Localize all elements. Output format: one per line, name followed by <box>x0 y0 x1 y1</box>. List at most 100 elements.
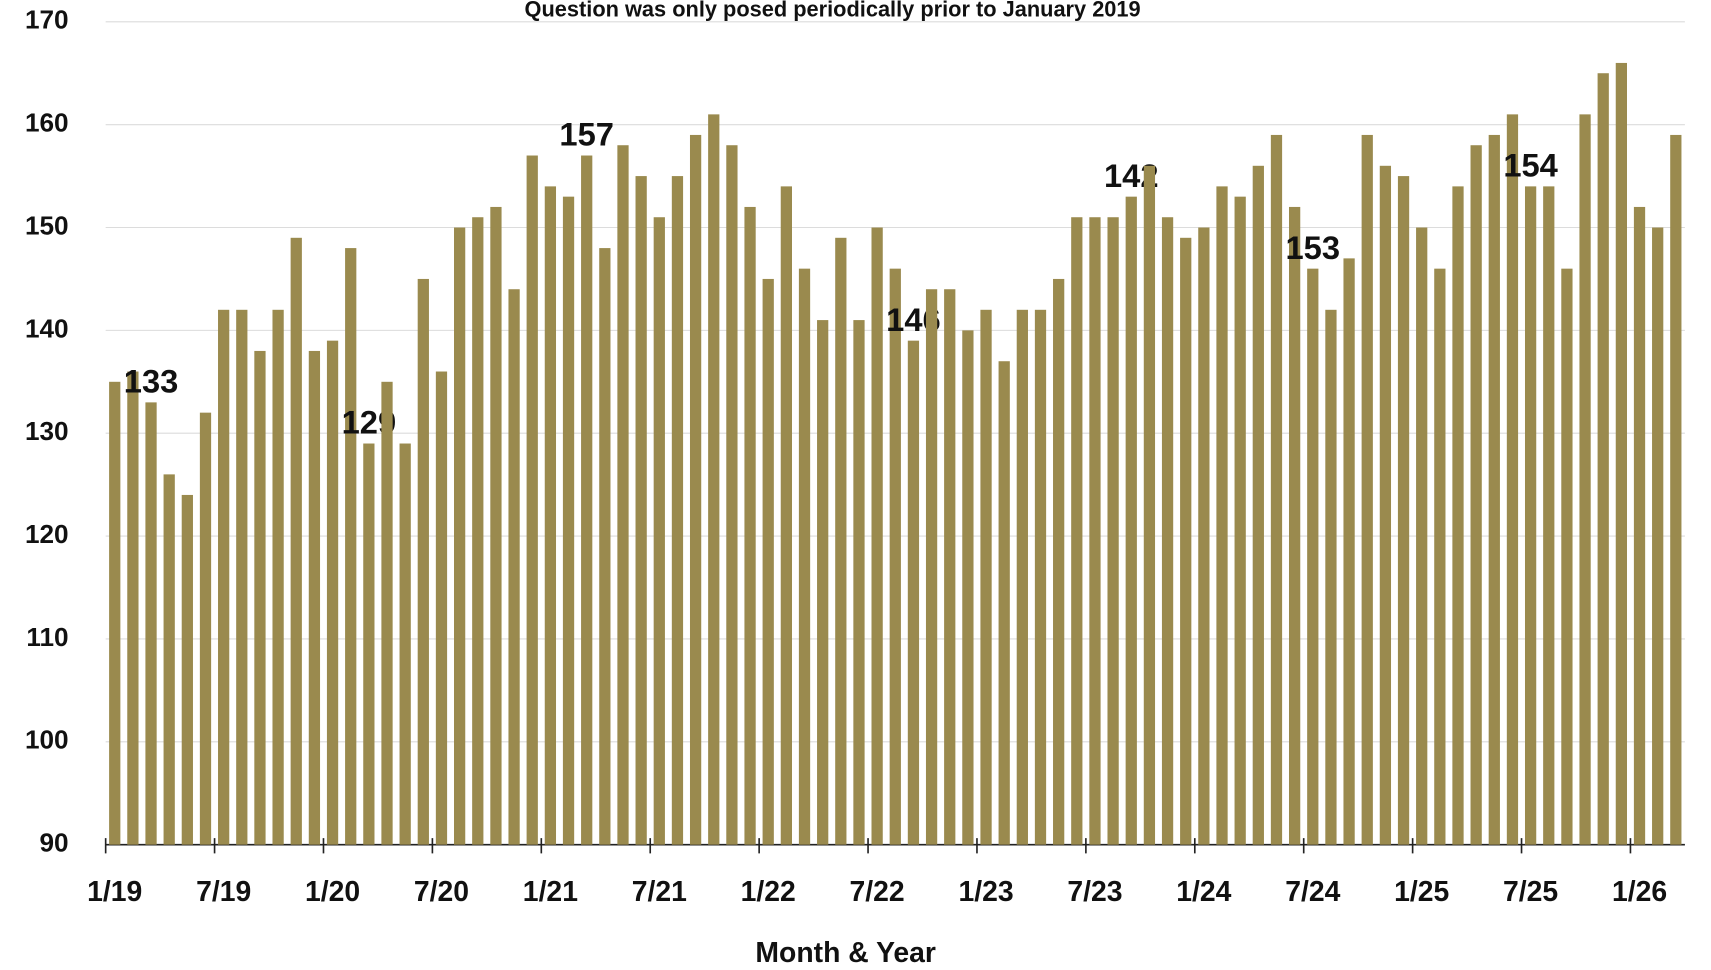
bar <box>1633 206 1646 845</box>
bar <box>998 361 1010 845</box>
x-tick-label: 1/22 <box>741 876 796 908</box>
bar <box>1107 217 1119 845</box>
bar <box>853 320 865 845</box>
bar <box>780 186 792 845</box>
bar <box>1071 217 1083 845</box>
bar <box>145 402 157 845</box>
bar <box>1143 165 1156 845</box>
bar <box>562 196 575 845</box>
bar <box>599 248 611 845</box>
bar <box>326 340 339 845</box>
bar <box>1597 73 1609 845</box>
bar <box>272 309 284 845</box>
bar <box>1379 165 1392 845</box>
bar <box>453 227 466 845</box>
bar <box>254 350 266 845</box>
bar <box>762 278 774 845</box>
bar <box>726 145 738 845</box>
bar <box>1361 134 1373 845</box>
bar <box>1397 176 1410 845</box>
bar <box>1343 258 1355 845</box>
bar <box>435 371 448 845</box>
y-tick-label: 140 <box>25 313 69 343</box>
x-tick-label: 1/24 <box>1176 876 1231 908</box>
y-tick-label: 100 <box>25 725 69 755</box>
bar <box>1252 165 1264 845</box>
bar <box>1434 268 1446 845</box>
bar <box>817 320 829 845</box>
bar <box>218 309 230 845</box>
bar <box>1561 268 1573 845</box>
y-tick-label: 170 <box>25 5 69 35</box>
data-label: 133 <box>124 362 179 399</box>
bar <box>308 350 321 845</box>
bar <box>1543 186 1555 845</box>
bar <box>490 206 502 845</box>
x-tick-label: 7/25 <box>1503 876 1558 908</box>
y-tick-label: 160 <box>25 108 69 138</box>
y-tick-label: 110 <box>26 622 68 652</box>
bar <box>617 145 629 845</box>
y-tick-label: 90 <box>40 828 69 858</box>
bar <box>1579 114 1591 845</box>
bar <box>1325 309 1337 845</box>
bar <box>1470 145 1482 845</box>
data-label: 157 <box>559 116 614 153</box>
x-tick-label: 7/19 <box>196 876 251 908</box>
bar <box>1125 196 1137 845</box>
bar <box>381 381 393 845</box>
bar <box>526 155 538 845</box>
bar <box>944 289 956 845</box>
y-tick-label: 120 <box>25 519 69 549</box>
bar <box>708 114 720 845</box>
bar <box>871 227 883 845</box>
bar <box>1670 134 1682 845</box>
bar <box>653 217 665 845</box>
bar <box>417 278 429 845</box>
bar <box>1416 227 1428 845</box>
bar <box>581 155 593 845</box>
bar <box>1270 134 1283 845</box>
bar <box>109 381 121 845</box>
bar <box>345 248 357 845</box>
bar <box>1016 309 1028 845</box>
bar <box>199 412 212 845</box>
x-tick-label: 1/23 <box>958 876 1013 908</box>
x-tick-label: 7/23 <box>1067 876 1122 908</box>
bar <box>472 217 484 845</box>
x-tick-label: 7/22 <box>850 876 905 908</box>
bar <box>127 371 139 845</box>
bar <box>1216 186 1228 845</box>
data-label: 154 <box>1503 146 1558 183</box>
bar <box>1488 134 1500 845</box>
bar <box>907 340 920 845</box>
bar <box>1506 114 1519 845</box>
x-tick-label: 1/21 <box>523 876 578 908</box>
bar <box>1615 62 1627 845</box>
bar <box>925 289 938 845</box>
bar <box>1289 206 1301 845</box>
bar <box>1089 217 1101 845</box>
x-tick-label: 1/19 <box>87 876 142 908</box>
bar <box>980 309 992 845</box>
bar <box>1053 278 1065 845</box>
bar <box>181 494 193 845</box>
bar <box>1524 186 1537 845</box>
bar <box>798 268 811 845</box>
x-tick-label: 7/21 <box>632 876 687 908</box>
bar <box>163 474 175 845</box>
bar <box>744 206 756 845</box>
x-tick-label: 7/24 <box>1285 876 1340 908</box>
bar <box>889 268 901 845</box>
bar <box>399 443 411 845</box>
bar <box>835 237 847 845</box>
x-axis-label: Month & Year <box>755 937 936 969</box>
bar <box>1234 196 1246 845</box>
data-label: 153 <box>1286 229 1341 266</box>
x-tick-label: 1/20 <box>305 876 360 908</box>
chart-title: Question was only posed periodically pri… <box>525 0 1141 22</box>
bar <box>290 237 302 845</box>
bar <box>1452 186 1464 845</box>
x-tick-label: 1/26 <box>1612 876 1667 908</box>
